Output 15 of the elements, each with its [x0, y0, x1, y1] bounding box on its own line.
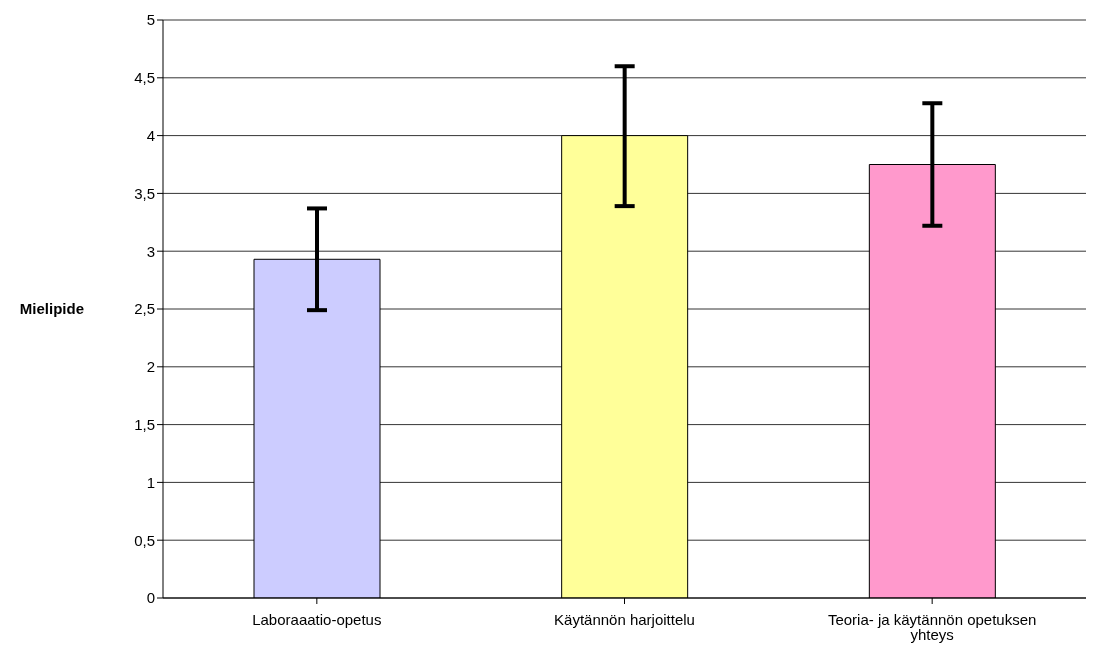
x-tick-label: Laboraaatio-opetus: [252, 610, 382, 628]
y-tick-label: 4,5: [134, 69, 155, 87]
y-tick-label: 2: [146, 358, 155, 376]
y-tick-label: 3: [146, 242, 155, 260]
y-tick-label: 2,5: [134, 300, 155, 318]
x-tick-label: Teoria- ja käytännön opetuksen yhteys: [827, 610, 1037, 643]
x-tick-label: Käytännön harjoittelu: [554, 610, 695, 628]
y-tick-label: 0: [146, 589, 155, 607]
y-tick-label: 5: [146, 11, 155, 29]
y-axis-title: Mielipide: [19, 300, 84, 318]
y-tick-label: 1,5: [134, 415, 155, 433]
y-tick-label: 0,5: [134, 531, 155, 549]
y-tick-label: 3,5: [134, 184, 155, 202]
y-tick-label: 1: [146, 473, 155, 491]
y-tick-label: 4: [146, 126, 155, 144]
